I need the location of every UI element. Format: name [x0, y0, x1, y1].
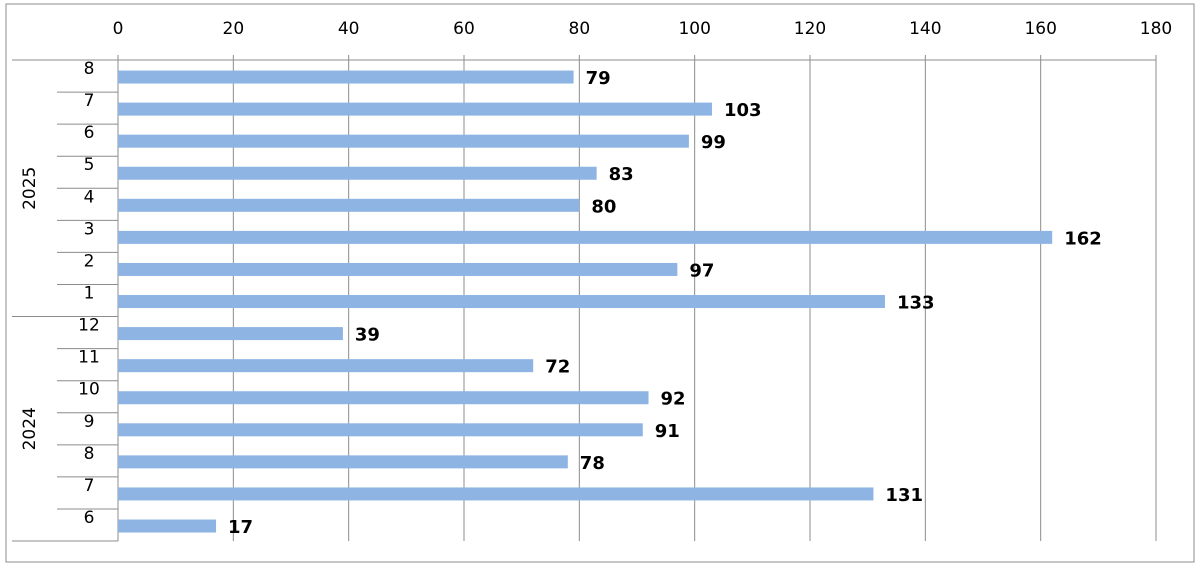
- bar: [118, 102, 712, 116]
- data-label: 92: [661, 389, 686, 410]
- y-tick-label: 11: [78, 348, 100, 368]
- bar: [118, 359, 534, 373]
- group-label: 2025: [20, 167, 40, 210]
- data-label: 17: [228, 517, 253, 538]
- x-tick-label: 100: [678, 19, 710, 39]
- data-label: 83: [609, 164, 634, 185]
- x-tick-label: 120: [794, 19, 826, 39]
- y-tick-label: 10: [78, 380, 100, 400]
- bar: [118, 295, 885, 309]
- bar: [118, 230, 1053, 244]
- y-tick-label: 12: [78, 316, 100, 336]
- y-tick-label: 4: [84, 187, 95, 207]
- y-tick-label: 8: [84, 444, 95, 464]
- y-tick-label: 7: [84, 476, 95, 496]
- y-tick-label: 5: [84, 155, 95, 175]
- x-tick-label: 80: [569, 19, 591, 39]
- y-tick-label: 1: [84, 284, 95, 304]
- y-tick-label: 8: [84, 59, 95, 79]
- data-label: 97: [689, 260, 714, 281]
- x-tick-label: 60: [453, 19, 475, 39]
- bar: [118, 391, 649, 405]
- bar: [118, 166, 597, 180]
- data-label: 79: [586, 68, 611, 89]
- data-label: 131: [885, 485, 923, 506]
- x-tick-label: 0: [113, 19, 124, 39]
- bar: [118, 519, 217, 533]
- data-label: 39: [355, 325, 380, 346]
- bar: [118, 423, 643, 437]
- chart-border: [5, 3, 1195, 563]
- bar: [118, 262, 678, 276]
- bar: [118, 134, 689, 148]
- x-tick-label: 20: [223, 19, 245, 39]
- y-tick-label: 6: [84, 123, 95, 143]
- data-label: 72: [545, 357, 570, 378]
- data-label: 103: [724, 100, 762, 121]
- group-label: 2024: [20, 407, 40, 450]
- data-label: 133: [897, 293, 935, 314]
- y-tick-label: 9: [84, 412, 95, 432]
- data-label: 91: [655, 421, 680, 442]
- y-tick-label: 3: [84, 219, 95, 239]
- x-tick-label: 40: [338, 19, 360, 39]
- x-tick-label: 180: [1140, 19, 1172, 39]
- y-tick-label: 2: [84, 251, 95, 271]
- data-label: 78: [580, 453, 605, 474]
- bar: [118, 198, 580, 212]
- x-tick-label: 140: [909, 19, 941, 39]
- data-label: 162: [1064, 228, 1102, 249]
- x-tick-label: 160: [1024, 19, 1056, 39]
- data-label: 80: [591, 196, 616, 217]
- bar: [118, 327, 343, 341]
- bar: [118, 487, 874, 501]
- bar: [118, 455, 568, 469]
- data-label: 99: [701, 132, 726, 153]
- y-tick-label: 6: [84, 508, 95, 528]
- y-tick-label: 7: [84, 91, 95, 111]
- bar: [118, 70, 574, 84]
